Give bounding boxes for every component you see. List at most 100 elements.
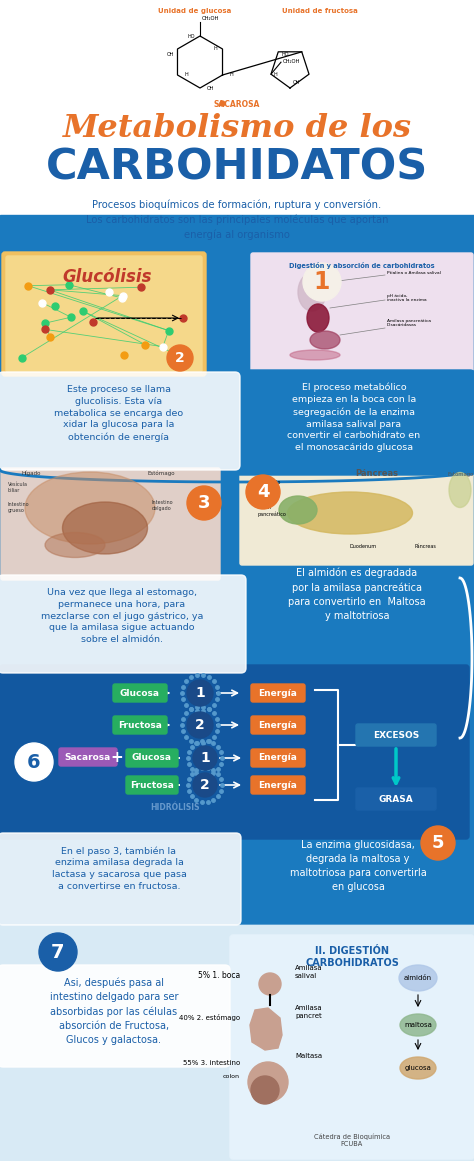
Circle shape — [246, 475, 280, 509]
Text: Glucólisis: Glucólisis — [62, 268, 152, 286]
FancyBboxPatch shape — [0, 665, 469, 839]
Text: Amilasa
salival: Amilasa salival — [295, 966, 323, 979]
Text: Amilasa
pancret: Amilasa pancret — [295, 1005, 323, 1019]
Ellipse shape — [449, 473, 471, 507]
Text: Ptialina o Amilasa salival: Ptialina o Amilasa salival — [387, 271, 441, 275]
Text: En el paso 3, también la
enzima amilasa degrada la
lactasa y sacarosa que pasa
a: En el paso 3, también la enzima amilasa … — [52, 846, 186, 890]
Text: Digestión y absorción de carbohidratos: Digestión y absorción de carbohidratos — [289, 262, 435, 269]
Text: GRASA: GRASA — [379, 794, 413, 803]
Ellipse shape — [400, 1057, 436, 1079]
FancyBboxPatch shape — [113, 716, 167, 734]
Text: 2: 2 — [175, 351, 185, 365]
FancyBboxPatch shape — [113, 684, 167, 702]
Text: Páncreas: Páncreas — [415, 545, 437, 549]
Text: HO: HO — [188, 34, 195, 38]
Text: Glucosa: Glucosa — [132, 753, 172, 763]
Text: Energía: Energía — [258, 688, 298, 698]
Circle shape — [303, 264, 341, 301]
Text: H: H — [214, 46, 218, 51]
Text: 3: 3 — [198, 493, 210, 512]
Ellipse shape — [279, 496, 317, 524]
Text: 40% 2. estómago: 40% 2. estómago — [179, 1014, 240, 1021]
Text: Una vez que llega al estomago,
permanece una hora, para
mezclarse con el jugo gá: Una vez que llega al estomago, permanece… — [41, 587, 203, 644]
FancyBboxPatch shape — [251, 253, 473, 372]
Text: Unidad de glucosa: Unidad de glucosa — [158, 8, 232, 14]
Text: SACAROSA: SACAROSA — [214, 100, 260, 109]
FancyBboxPatch shape — [1, 468, 220, 580]
FancyBboxPatch shape — [356, 788, 436, 810]
Text: EXCESOS: EXCESOS — [373, 730, 419, 740]
Circle shape — [421, 825, 455, 860]
Ellipse shape — [399, 965, 437, 991]
Text: Este proceso se llama
glucolisis. Esta vía
metabolica se encarga deo
xidar la gl: Este proceso se llama glucolisis. Esta v… — [55, 385, 183, 442]
Bar — [0, 0, 474, 215]
Text: glucosa: glucosa — [405, 1065, 431, 1070]
FancyBboxPatch shape — [126, 749, 178, 767]
Ellipse shape — [25, 473, 155, 545]
Text: 1: 1 — [314, 271, 330, 294]
Ellipse shape — [298, 273, 326, 311]
Text: CH₂OH: CH₂OH — [283, 59, 301, 64]
Circle shape — [259, 973, 281, 995]
Text: H: H — [229, 72, 233, 78]
Text: Fructosa: Fructosa — [130, 780, 174, 789]
Text: Intestino
delgado: Intestino delgado — [152, 499, 173, 511]
Circle shape — [193, 747, 217, 770]
Text: HIDRÓLISIS: HIDRÓLISIS — [150, 803, 200, 813]
Text: H: H — [184, 72, 188, 78]
Bar — [0, 925, 474, 1161]
Circle shape — [193, 773, 217, 796]
FancyBboxPatch shape — [0, 965, 230, 1067]
Text: Unidad de fructosa: Unidad de fructosa — [282, 8, 358, 14]
Ellipse shape — [310, 331, 340, 349]
Text: maltosa: maltosa — [404, 1022, 432, 1027]
Text: 7: 7 — [51, 943, 65, 961]
Polygon shape — [250, 1008, 282, 1050]
Text: 5% 1. boca: 5% 1. boca — [198, 971, 240, 980]
Text: colon: colon — [223, 1074, 240, 1079]
FancyBboxPatch shape — [251, 716, 305, 734]
Text: H: H — [274, 72, 278, 77]
Text: 1: 1 — [195, 686, 205, 700]
Text: Intestino
grueso: Intestino grueso — [8, 502, 29, 513]
Ellipse shape — [288, 492, 412, 534]
FancyBboxPatch shape — [233, 370, 474, 475]
Text: II. DIGESTIÓN
CARBOHIDRATOS: II. DIGESTIÓN CARBOHIDRATOS — [305, 946, 399, 967]
Text: Sacarosa: Sacarosa — [65, 752, 111, 762]
Text: Estómago: Estómago — [448, 471, 474, 477]
Text: OH: OH — [167, 51, 174, 57]
Text: 2: 2 — [195, 717, 205, 731]
Bar — [0, 215, 474, 925]
FancyBboxPatch shape — [126, 776, 178, 794]
FancyBboxPatch shape — [0, 372, 240, 470]
Circle shape — [187, 712, 213, 738]
Text: 55% 3. intestino: 55% 3. intestino — [183, 1060, 240, 1066]
Text: 2: 2 — [200, 778, 210, 792]
Text: almidón: almidón — [404, 975, 432, 981]
Text: Energía: Energía — [258, 753, 298, 763]
Ellipse shape — [307, 304, 329, 332]
Ellipse shape — [400, 1014, 436, 1036]
Text: 5: 5 — [432, 834, 444, 852]
FancyBboxPatch shape — [59, 748, 117, 766]
FancyBboxPatch shape — [6, 255, 202, 372]
Text: Procesos bioquímicos de formación, ruptura y conversión.
Los carbohidratos son l: Procesos bioquímicos de formación, ruptu… — [86, 200, 388, 240]
Text: Conducto
biliar: Conducto biliar — [258, 479, 282, 491]
Text: 1: 1 — [200, 751, 210, 765]
Text: Asi, después pasa al
intestino delgado para ser
absorbidas por las células
absor: Asi, después pasa al intestino delgado p… — [50, 978, 178, 1045]
Circle shape — [187, 680, 213, 706]
Text: 6: 6 — [27, 752, 41, 772]
Ellipse shape — [45, 533, 105, 557]
Bar — [0, 925, 474, 1161]
Text: Vesícula
biliar: Vesícula biliar — [8, 482, 28, 493]
Ellipse shape — [290, 349, 340, 360]
FancyBboxPatch shape — [2, 252, 206, 376]
Text: OH: OH — [293, 80, 301, 86]
Text: Maltasa: Maltasa — [295, 1053, 322, 1059]
Text: 4: 4 — [257, 483, 269, 502]
Text: CARBOHIDATOS: CARBOHIDATOS — [46, 147, 428, 189]
Text: Fructosa: Fructosa — [118, 721, 162, 729]
Text: CH₂OH: CH₂OH — [202, 16, 219, 21]
Text: OH: OH — [207, 86, 215, 91]
FancyBboxPatch shape — [240, 468, 473, 565]
